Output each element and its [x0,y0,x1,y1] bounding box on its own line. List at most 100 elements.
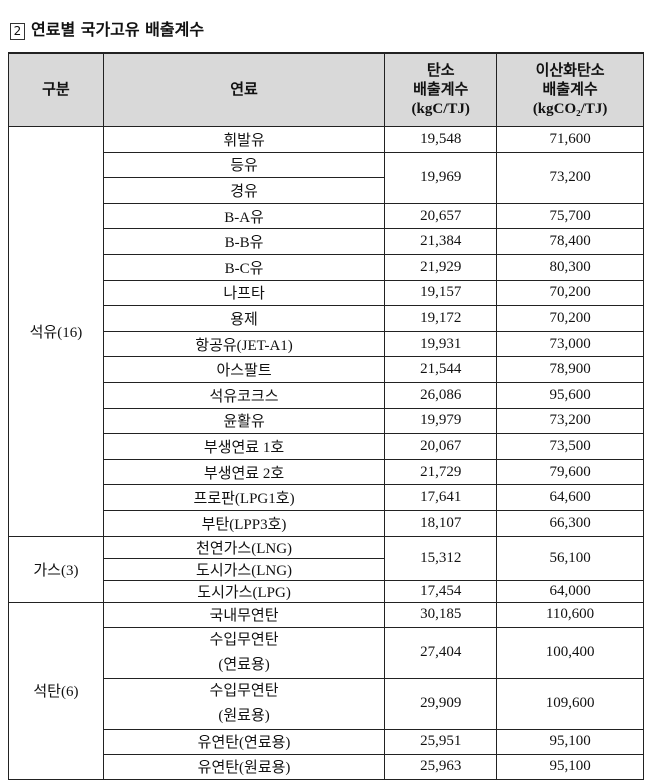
cell-line: 도시가스(LNG) [196,562,293,579]
carbon-cell: 27,404 [384,626,498,679]
table-row: 석유(16) 휘발유 19,548 71,600 [8,126,644,537]
carbon-cell: 29,909 [384,677,498,730]
carbon-cell: 17,641 [384,484,498,511]
fuel-cell: 유연탄(연료용) [102,728,386,755]
carbon-cell: 15,312 [384,535,498,581]
table-head: 구분 연료 탄소 배출계수 (kgC/TJ) 이산화탄소 배출계수 (kgCO₂/TJ) [8,52,644,127]
cell-line: 유연탄(연료용) [197,735,291,751]
fuel-cell: 부탄(LPP3호) [102,509,386,537]
carbon-cell: 20,657 [384,202,498,230]
carbon-cell: 30,185 [384,601,498,628]
table-body: 석유(16) 휘발유 19,548 71,600 등유 19,969 73,200 경유 B-A… [8,126,644,780]
group-cell: 석유(16) [8,126,104,537]
fuel-cell: 부생연료 1호 [102,433,386,460]
table-row: 프로판(LPG1호) 17,641 64,600 [9,484,644,511]
carbon-cell: 21,929 [384,253,498,281]
cell-line: 항공유(JET-A1) [195,337,293,354]
cell-line: 연료 [230,81,258,98]
carbon-cell: 26,086 [384,381,498,409]
cell-line: 유연탄(원료용) [197,760,291,776]
co2-cell: 110,600 [496,601,644,628]
header-cell: 탄소 배출계수 (kgC/TJ) [384,52,498,127]
carbon-cell: 19,172 [384,305,498,332]
table-row: 경유 [9,177,644,204]
fuel-cell: 부생연료 2호 [102,458,386,486]
table-row: 수입무연탄 (원료용) 29,909 109,600 [9,677,644,730]
table-row: B-A유 20,657 75,700 [9,202,644,230]
co2-cell: 73,500 [496,433,644,460]
cell-line: 부생연료 2호 [203,465,285,482]
table-row: 등유 19,969 73,200 [9,151,644,204]
header-cell: 이산화탄소 배출계수 (kgCO₂/TJ) [496,52,644,127]
carbon-cell: 17,454 [384,579,498,603]
cell-line: 용제 [230,311,258,328]
table-row: 나프타 19,157 70,200 [9,279,644,307]
table-row: 가스(3) 천연가스(LNG) 15,312 56,100 [8,535,644,603]
title-text: 연료별 국가고유 배출계수 [31,20,205,39]
cell-line: 도시가스(LPG) [197,584,291,601]
cell-line: 프로판(LPG1호) [193,491,295,508]
table-row: 부생연료 1호 20,067 73,500 [9,433,644,460]
cell-line: 석유코크스 [209,388,279,405]
table-row: 유연탄(원료용) 25,963 95,100 [9,753,644,780]
carbon-cell: 18,107 [384,509,498,537]
co2-cell: 73,000 [496,330,644,358]
table-row: 수입무연탄 (연료용) 27,404 100,400 [9,626,644,679]
fuel-cell: 윤활유 [102,407,386,435]
cell-line: 아스팔트 [216,363,272,380]
fuel-cell: B-A유 [102,202,386,230]
table-row: B-B유 21,384 78,400 [9,228,644,255]
cell-line: B-A유 [224,209,264,226]
fuel-cell: 유연탄(원료용) [102,753,386,780]
cell-line: B-C유 [224,260,264,277]
co2-cell: 95,100 [496,753,644,780]
cell-line: B-B유 [224,235,264,252]
table-row: 아스팔트 21,544 78,900 [9,356,644,383]
cell-line: 윤활유 [223,414,265,431]
carbon-cell: 21,544 [384,356,498,383]
carbon-cell: 21,384 [384,228,498,255]
section-number: 2 [10,23,25,40]
table-row: 용제 19,172 70,200 [9,305,644,332]
co2-cell: 80,300 [496,253,644,281]
co2-cell: 70,200 [496,305,644,332]
cell-line: (kgCO₂/TJ) [532,100,608,117]
co2-cell: 66,300 [496,509,644,537]
table-row: B-C유 21,929 80,300 [9,253,644,281]
carbon-cell: 19,969 [384,151,498,204]
cell-line: 수입무연탄 [209,682,279,699]
co2-cell: 79,600 [496,458,644,486]
fuel-cell: 도시가스(LPG) [102,579,386,603]
cell-line: 배출계수 [542,81,598,98]
header-row: 구분 연료 탄소 배출계수 (kgC/TJ) 이산화탄소 배출계수 (kgCO₂/TJ) [8,52,644,127]
co2-cell: 109,600 [496,677,644,730]
cell-line: 나프타 [223,286,265,303]
carbon-cell: 21,729 [384,458,498,486]
section-title: 2 연료별 국가고유 배출계수 [10,16,204,40]
co2-cell: 95,600 [496,381,644,409]
fuel-cell: 경유 [102,177,386,204]
carbon-cell: 25,963 [384,753,498,780]
cell-line: 수입무연탄 [209,631,279,648]
cell-line: 천연가스(LNG) [196,540,293,557]
table-row: 석유코크스 26,086 95,600 [9,381,644,409]
co2-cell: 70,200 [496,279,644,307]
fuel-cell: B-C유 [102,253,386,281]
fuel-cell: 수입무연탄 (원료용) [102,677,386,730]
carbon-cell: 19,979 [384,407,498,435]
cell-line: 국내무연탄 [209,608,279,624]
cell-line: 등유 [230,158,258,175]
table-row: 석탄(6) 국내무연탄 30,185 110,600 [8,601,644,780]
fuel-cell: 국내무연탄 [102,601,386,628]
cell-line: (원료용) [218,707,270,724]
co2-cell: 73,200 [496,407,644,435]
co2-cell: 73,200 [496,151,644,204]
emission-table: 구분 연료 탄소 배출계수 (kgC/TJ) 이산화탄소 배출계수 (kgCO₂/TJ) 석유… [8,52,644,780]
carbon-cell: 20,067 [384,433,498,460]
cell-line: 부탄(LPP3호) [201,516,287,533]
table-row: 윤활유 19,979 73,200 [9,407,644,435]
cell-line: (연료용) [218,656,270,673]
fuel-cell: 휘발유 [102,126,386,153]
header-cell: 연료 [102,52,386,127]
